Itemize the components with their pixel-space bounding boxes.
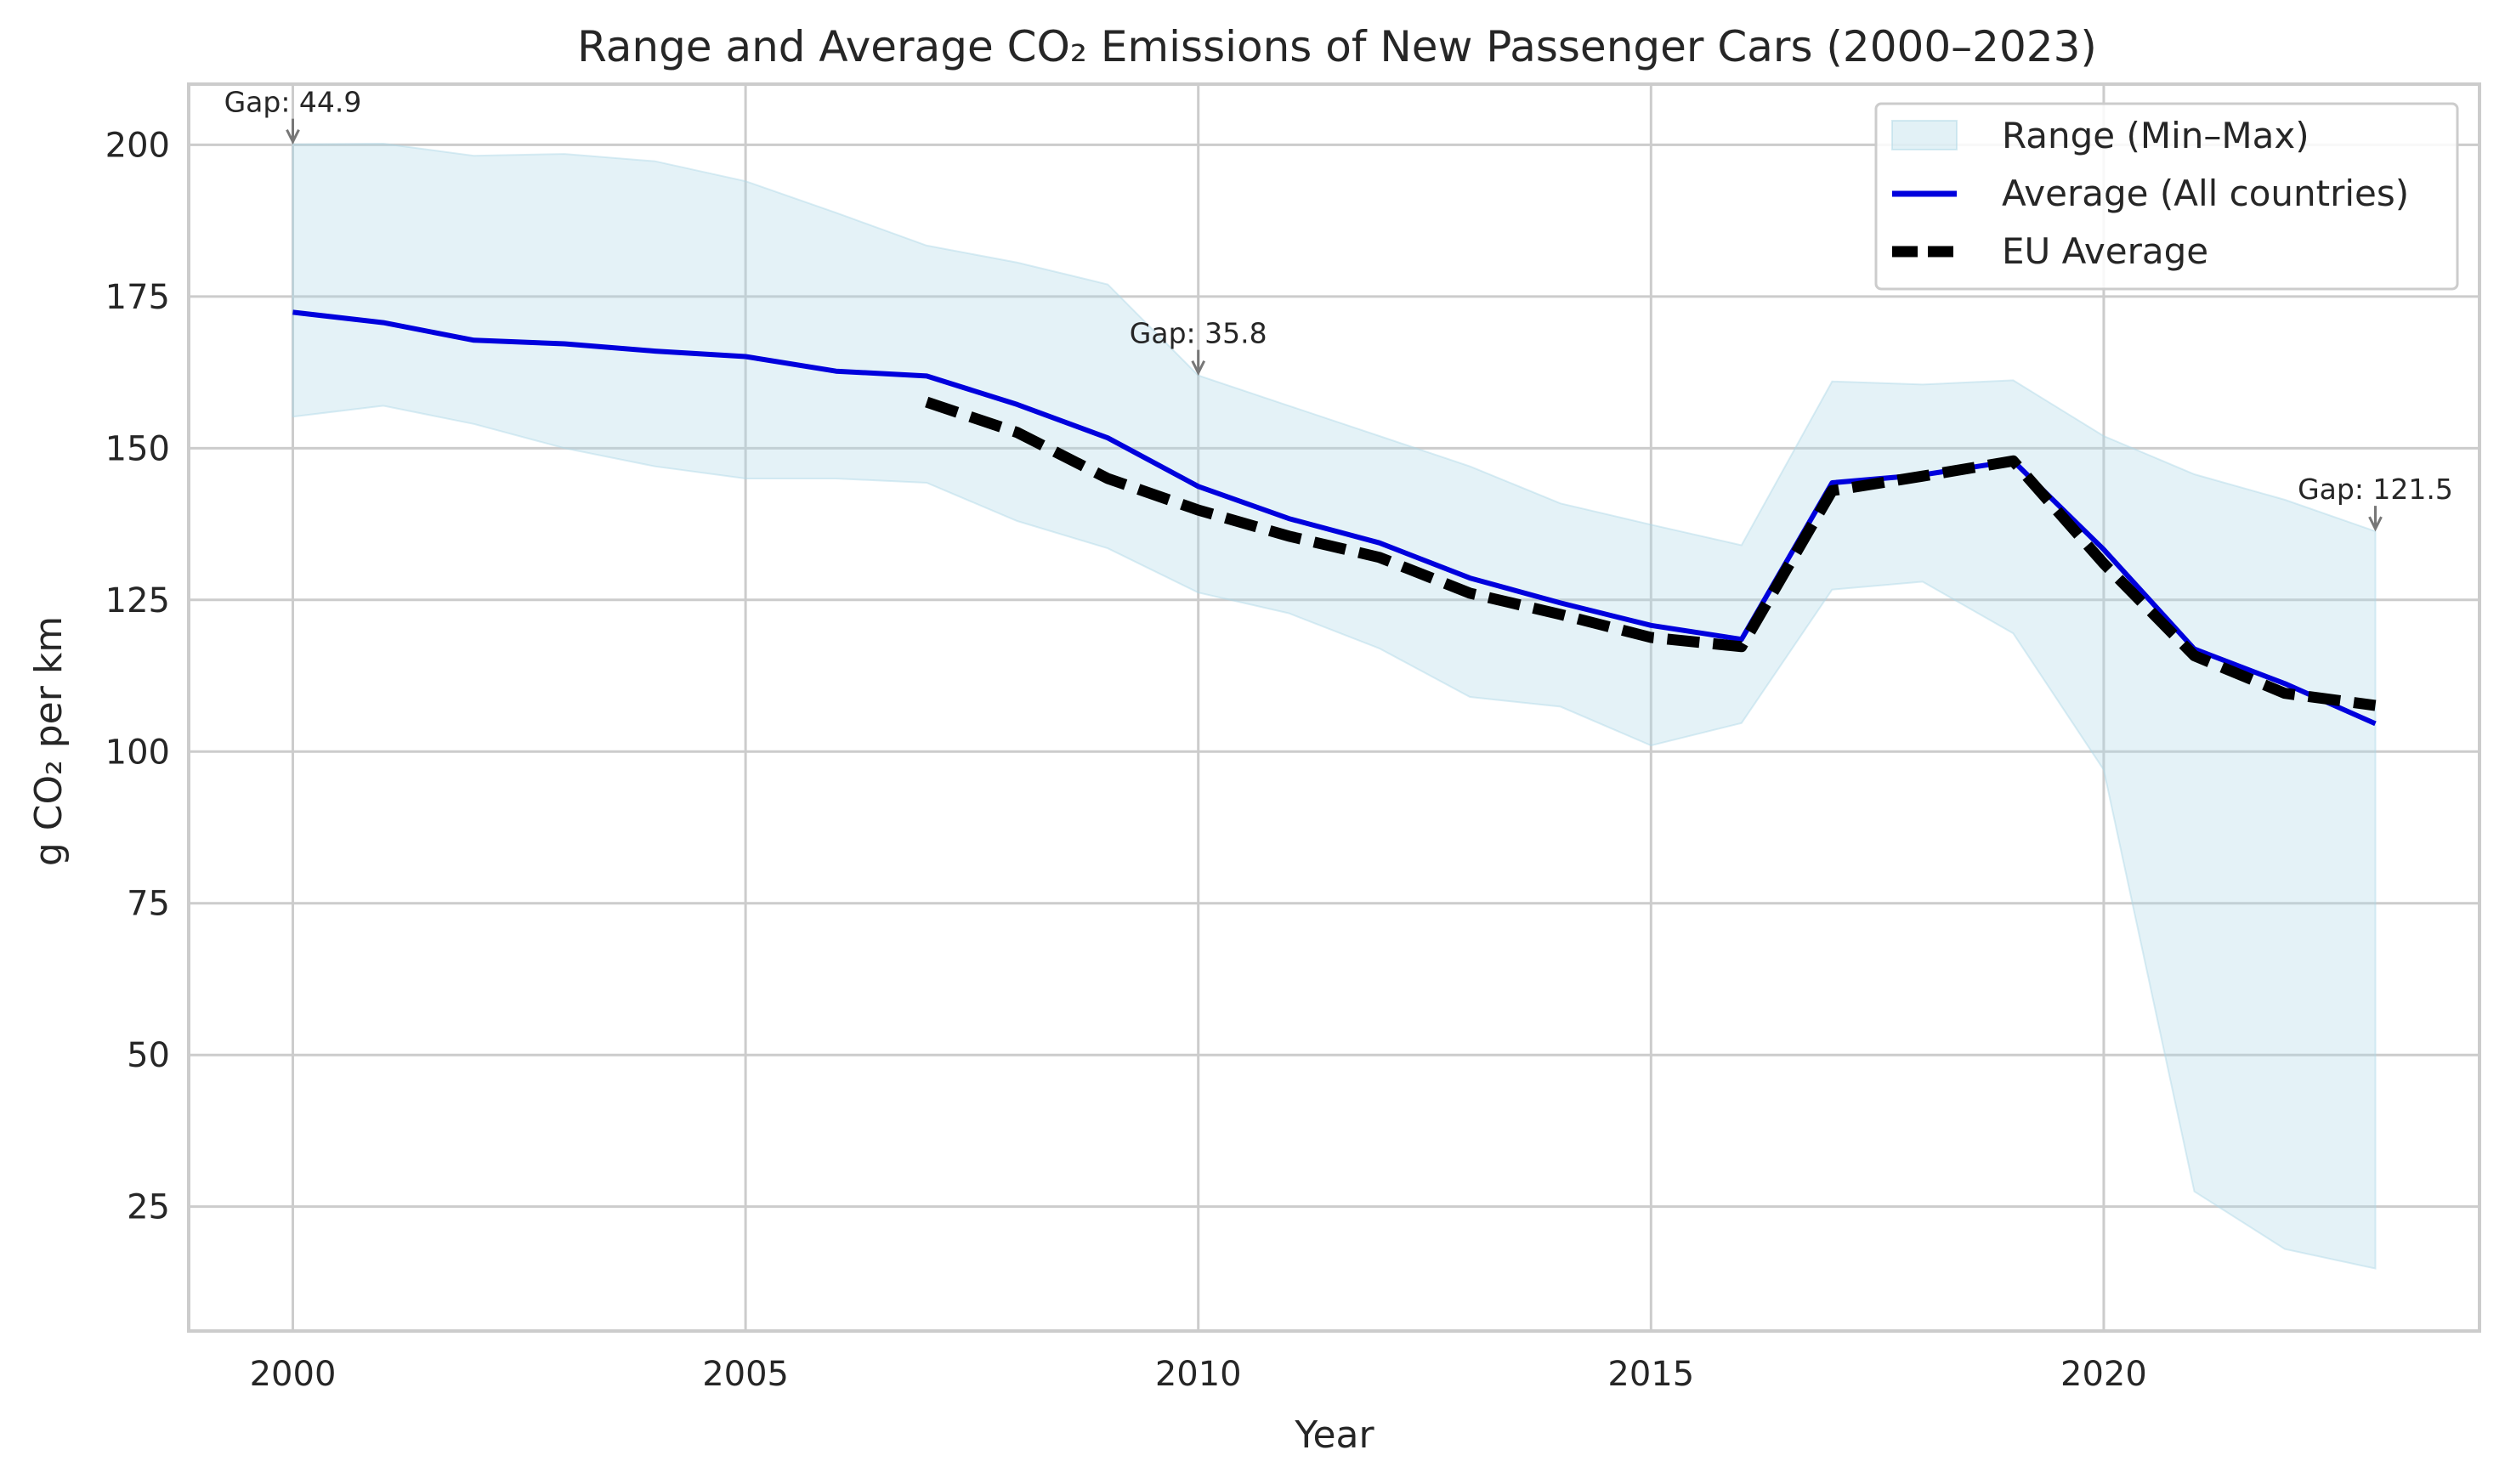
y-tick-label: 25: [127, 1188, 170, 1227]
gap-annotation-label: Gap: 35.8: [1130, 317, 1267, 350]
y-tick-label: 175: [105, 278, 170, 317]
y-tick-label: 200: [105, 126, 170, 165]
x-tick-label: 2000: [250, 1355, 337, 1394]
range-band-layer: [293, 144, 2376, 1269]
x-tick-label: 2020: [2060, 1355, 2147, 1394]
chart-title: Range and Average CO₂ Emissions of New P…: [577, 22, 2097, 71]
legend-swatch-range: [1892, 121, 1957, 150]
y-axis-label: g CO₂ per km: [27, 616, 71, 866]
x-tick-label: 2010: [1155, 1355, 1242, 1394]
x-tick-label: 2005: [702, 1355, 789, 1394]
legend-label-eu-average: EU Average: [2002, 230, 2208, 272]
range-band: [293, 144, 2376, 1269]
y-tick-label: 125: [105, 581, 170, 620]
y-tick-label: 50: [127, 1036, 170, 1075]
legend-label-range: Range (Min–Max): [2002, 115, 2309, 156]
legend: Range (Min–Max) Average (All countries) …: [1876, 104, 2457, 289]
y-tick-label: 75: [127, 885, 170, 924]
x-tick-label: 2015: [1607, 1355, 1694, 1394]
y-tick-label: 100: [105, 733, 170, 772]
gap-annotation-label: Gap: 44.9: [224, 86, 362, 119]
legend-label-average: Average (All countries): [2002, 173, 2409, 214]
x-axis-label: Year: [1294, 1413, 1374, 1457]
y-tick-label: 150: [105, 429, 170, 468]
gap-annotation-label: Gap: 121.5: [2298, 473, 2453, 506]
